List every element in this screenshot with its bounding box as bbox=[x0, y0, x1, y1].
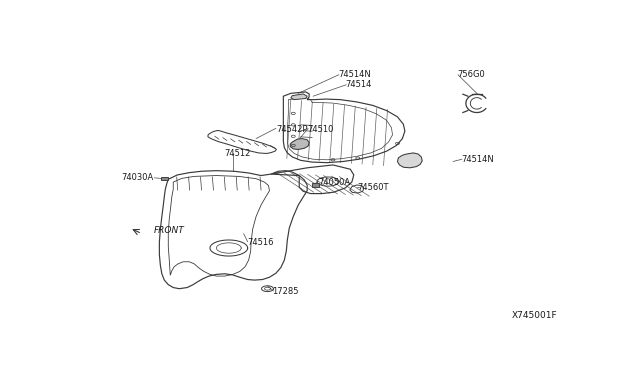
Text: FRONT: FRONT bbox=[154, 226, 184, 235]
Text: 74050A: 74050A bbox=[318, 178, 350, 187]
Text: 17285: 17285 bbox=[273, 287, 299, 296]
Bar bbox=[161, 177, 168, 180]
Text: 74510: 74510 bbox=[307, 125, 333, 134]
Text: X745001F: X745001F bbox=[511, 311, 557, 320]
Polygon shape bbox=[291, 139, 309, 150]
Text: 74542P: 74542P bbox=[276, 125, 307, 134]
Bar bbox=[312, 183, 319, 187]
Text: 74514N: 74514N bbox=[461, 155, 493, 164]
Text: 74560T: 74560T bbox=[358, 183, 389, 192]
Text: 74512: 74512 bbox=[224, 149, 250, 158]
Text: 74030A: 74030A bbox=[121, 173, 154, 182]
Text: 74514N: 74514N bbox=[338, 70, 371, 79]
Polygon shape bbox=[397, 153, 422, 168]
Text: 756G0: 756G0 bbox=[457, 70, 484, 79]
Text: 74514: 74514 bbox=[346, 80, 372, 89]
Text: 74516: 74516 bbox=[248, 238, 274, 247]
Polygon shape bbox=[291, 94, 307, 100]
